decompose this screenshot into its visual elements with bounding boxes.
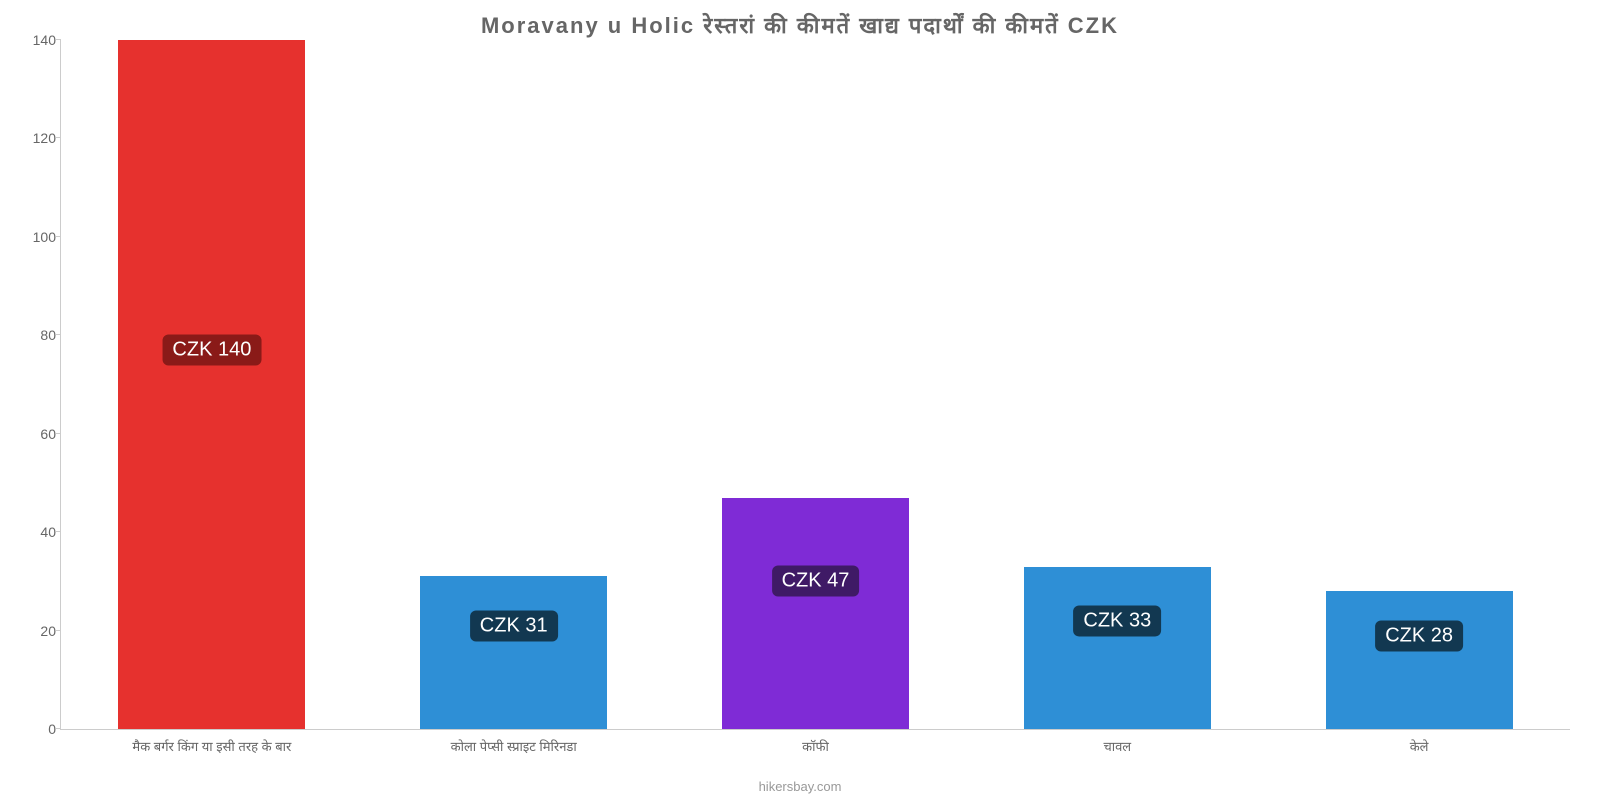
x-category-label: कोला पेप्सी स्प्राइट मिरिनडा (451, 737, 577, 755)
y-tick-mark (56, 334, 61, 335)
bar (1326, 591, 1513, 729)
bar-value-label: CZK 47 (772, 566, 860, 597)
bar (722, 498, 909, 729)
y-tick-label: 0 (16, 721, 56, 737)
y-tick-label: 140 (16, 32, 56, 48)
chart-area: 020406080100120140CZK 140मैक बर्गर किंग … (60, 40, 1570, 730)
watermark: hikersbay.com (759, 779, 842, 794)
y-tick-label: 80 (16, 327, 56, 343)
y-tick-label: 100 (16, 229, 56, 245)
bar (1024, 567, 1211, 729)
plot-region: 020406080100120140CZK 140मैक बर्गर किंग … (60, 40, 1570, 730)
bar (118, 40, 305, 729)
y-tick-mark (56, 137, 61, 138)
bar-value-label: CZK 33 (1073, 605, 1161, 636)
y-tick-mark (56, 728, 61, 729)
x-category-label: कॉफी (802, 737, 829, 755)
y-tick-label: 20 (16, 623, 56, 639)
bar-value-label: CZK 28 (1375, 620, 1463, 651)
y-tick-mark (56, 236, 61, 237)
chart-title: Moravany u Holic रेस्तरां की कीमतें खाद्… (0, 0, 1600, 40)
y-tick-label: 60 (16, 426, 56, 442)
x-category-label: चावल (1103, 737, 1131, 755)
y-tick-label: 120 (16, 130, 56, 146)
x-category-label: केले (1410, 737, 1429, 755)
y-tick-mark (56, 630, 61, 631)
x-category-label: मैक बर्गर किंग या इसी तरह के बार (132, 737, 291, 755)
y-tick-label: 40 (16, 524, 56, 540)
bar-value-label: CZK 140 (162, 335, 261, 366)
bar (420, 576, 607, 729)
bar-value-label: CZK 31 (470, 610, 558, 641)
y-tick-mark (56, 531, 61, 532)
y-tick-mark (56, 39, 61, 40)
y-tick-mark (56, 433, 61, 434)
